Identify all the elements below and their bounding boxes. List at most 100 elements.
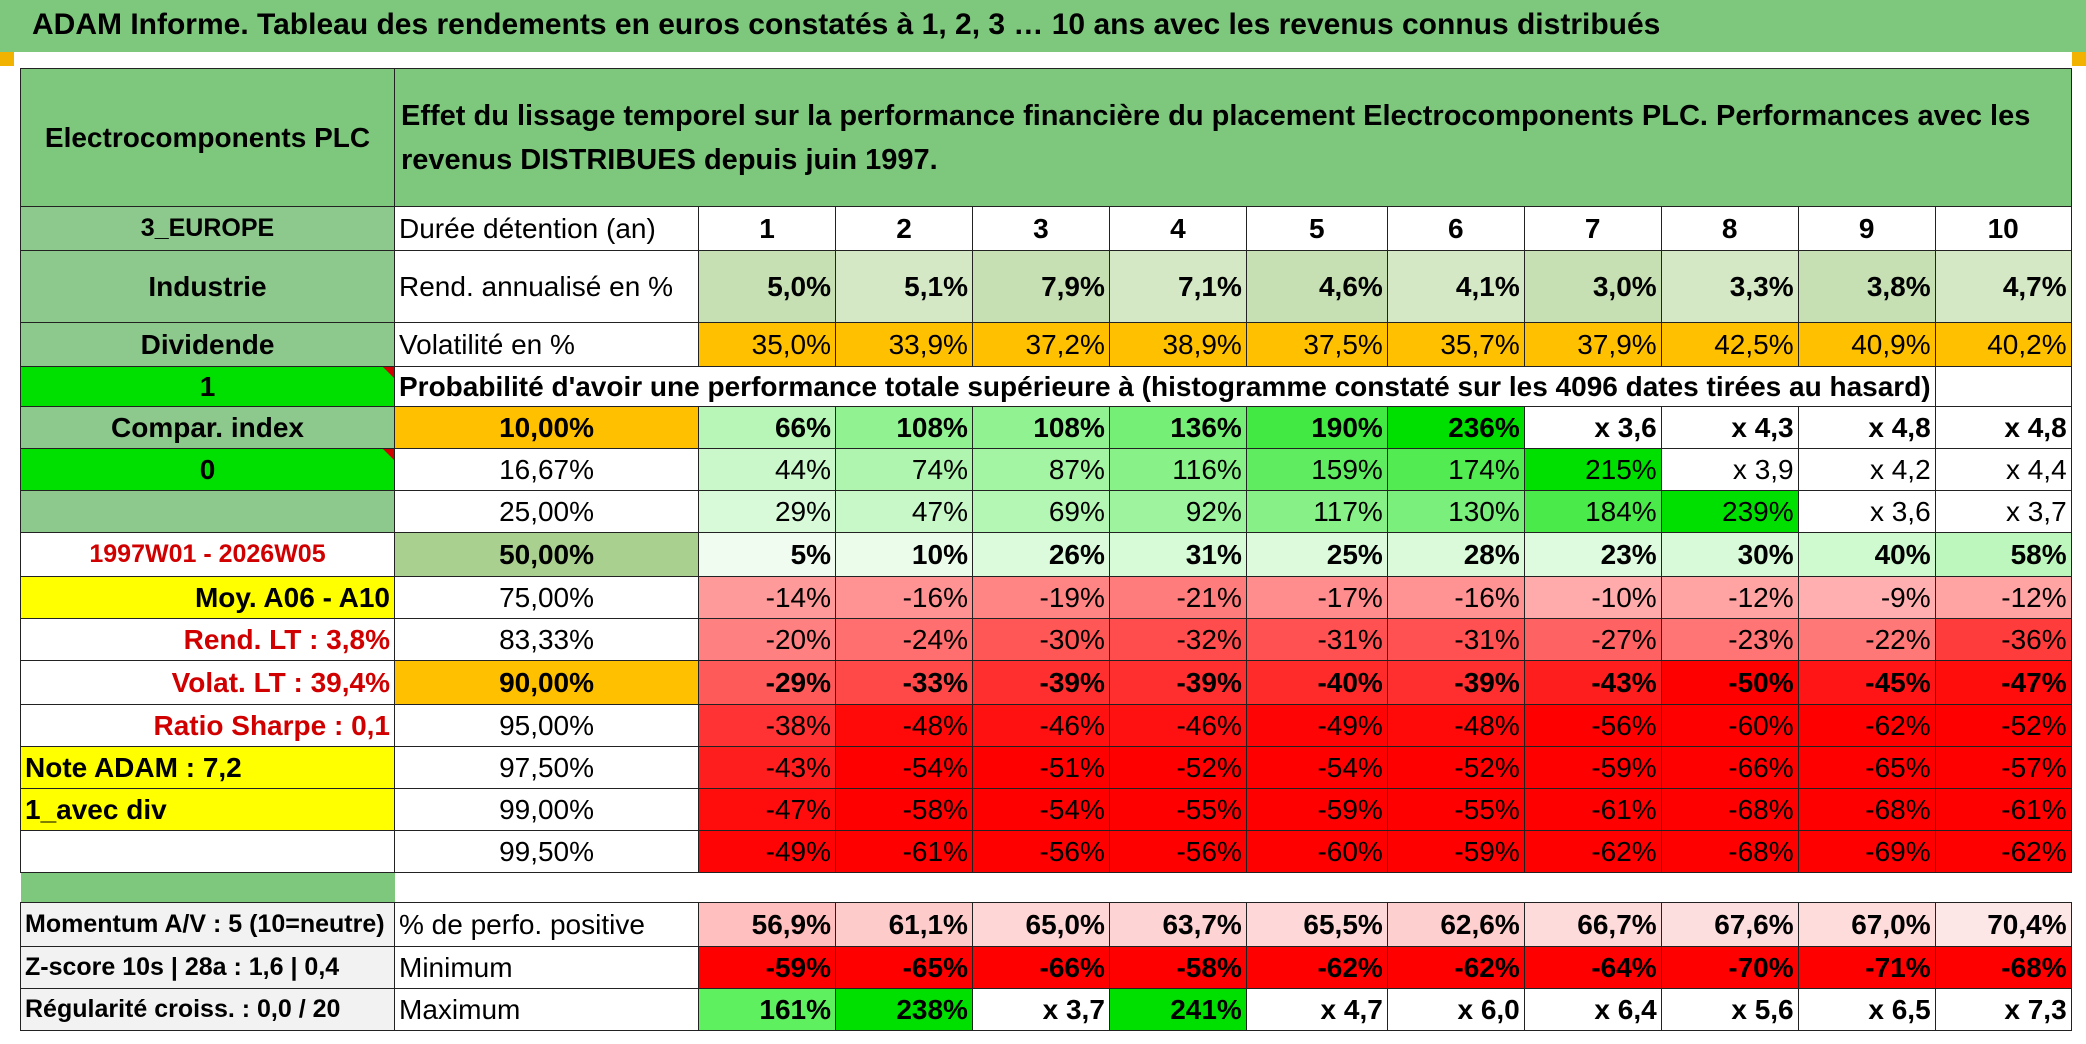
rend-value: 4,7% <box>1934 250 2072 323</box>
prob-value: -10% <box>1523 576 1662 619</box>
prob-value: -47% <box>1934 660 2072 705</box>
prob-value: -54% <box>1245 746 1388 789</box>
prob-value: -59% <box>1523 746 1662 789</box>
vol-value: 35,0% <box>698 322 837 367</box>
prob-value: -59% <box>1245 788 1388 831</box>
rend-value: 7,9% <box>971 250 1110 323</box>
report-title: ADAM Informe. Tableau des rendements en … <box>32 8 1661 41</box>
pos-value: 65,0% <box>971 902 1110 947</box>
prob-value: -68% <box>1660 830 1799 873</box>
prob-value: 58% <box>1934 532 2072 577</box>
vol-value: 37,5% <box>1245 322 1388 367</box>
prob-value: -69% <box>1797 830 1936 873</box>
zscore-label: Z-score 10s | 28a : 1,6 | 0,4 <box>20 946 395 989</box>
prob-threshold: 10,00% <box>393 406 700 449</box>
prob-value: 92% <box>1108 490 1247 533</box>
rend-lt-label: Rend. LT : 3,8% <box>20 618 395 661</box>
prob-value: 236% <box>1386 406 1525 449</box>
prob-value: 136% <box>1108 406 1247 449</box>
prob-value: -54% <box>835 746 973 789</box>
prob-value: -29% <box>698 660 837 705</box>
max-label: Maximum <box>393 988 700 1031</box>
prob-value: 5% <box>698 532 837 577</box>
rend-value: 4,1% <box>1386 250 1525 323</box>
max-value: 238% <box>835 988 973 1031</box>
note-label: Note ADAM : 7,2 <box>20 746 395 789</box>
empty-side-cell <box>20 830 395 873</box>
min-row: Z-score 10s | 28a : 1,6 | 0,4 Minimum -59%… <box>20 946 2072 989</box>
prob-row: Volat. LT : 39,4% 90,00% -29% -33% -39% -39% -… <box>20 660 2072 705</box>
prob-value: -27% <box>1523 618 1662 661</box>
year-header: 7 <box>1523 206 1662 251</box>
prob-value: -45% <box>1797 660 1936 705</box>
prob-label: Probabilité d'avoir une performance tota… <box>394 366 1936 407</box>
gap-side <box>20 872 395 903</box>
momentum-label: Momentum A/V : 5 (10=neutre) <box>20 902 395 947</box>
year-header: 8 <box>1660 206 1799 251</box>
prob-value: -66% <box>1660 746 1799 789</box>
flag-zero: 0 <box>20 448 395 491</box>
prob-value: -55% <box>1108 788 1247 831</box>
prob-threshold: 25,00% <box>393 490 700 533</box>
prob-value: -31% <box>1386 618 1525 661</box>
prob-value: -32% <box>1108 618 1247 661</box>
prob-value: -55% <box>1386 788 1525 831</box>
prob-value: -52% <box>1386 746 1525 789</box>
max-value: x 6,5 <box>1797 988 1936 1031</box>
min-value: -68% <box>1934 946 2072 989</box>
max-row: Régularité croiss. : 0,0 / 20 Maximum 161%… <box>20 988 2072 1031</box>
corner-marker-tl <box>0 52 14 66</box>
prob-value: 44% <box>698 448 837 491</box>
prob-value: -39% <box>1108 660 1247 705</box>
prob-value: x 3,6 <box>1797 490 1936 533</box>
vol-value: 37,9% <box>1523 322 1662 367</box>
min-value: -58% <box>1108 946 1247 989</box>
header-description: Effet du lissage temporel sur la perform… <box>394 68 2072 207</box>
min-value: -66% <box>971 946 1110 989</box>
prob-value: x 4,8 <box>1797 406 1936 449</box>
prob-value: 87% <box>971 448 1110 491</box>
year-header: 2 <box>835 206 973 251</box>
prob-value: -60% <box>1660 704 1799 747</box>
prob-value: 66% <box>698 406 837 449</box>
year-header: 4 <box>1108 206 1247 251</box>
prob-value: -61% <box>835 830 973 873</box>
prob-value: 184% <box>1523 490 1662 533</box>
prob-value: -59% <box>1386 830 1525 873</box>
prob-value: -65% <box>1797 746 1936 789</box>
volat-lt-label: Volat. LT : 39,4% <box>20 660 395 705</box>
duree-label: Durée détention (an) <box>393 206 700 251</box>
corner-marker-tr <box>2072 52 2086 66</box>
prob-row: 0 16,67% 44% 74% 87% 116% 159% 174% 215% x 3,9 x 4… <box>20 448 2072 491</box>
prob-value: -23% <box>1660 618 1799 661</box>
pos-value: 67,6% <box>1660 902 1799 947</box>
vol-value: 40,2% <box>1934 322 2072 367</box>
company-name: Electrocomponents PLC <box>20 68 395 207</box>
rend-label: Rend. annualisé en % <box>393 250 700 323</box>
prob-value: -21% <box>1108 576 1247 619</box>
prob-value: 108% <box>835 406 973 449</box>
pos-value: 61,1% <box>835 902 973 947</box>
pos-value: 67,0% <box>1797 902 1936 947</box>
prob-value: 108% <box>971 406 1110 449</box>
max-value: 241% <box>1108 988 1247 1031</box>
prob-value: -48% <box>835 704 973 747</box>
prob-value: 69% <box>971 490 1110 533</box>
prob-value: -68% <box>1797 788 1936 831</box>
rend-value: 3,3% <box>1660 250 1799 323</box>
min-value: -70% <box>1660 946 1799 989</box>
prob-value: 239% <box>1660 490 1799 533</box>
regularite-label: Régularité croiss. : 0,0 / 20 <box>20 988 395 1031</box>
prob-value: -57% <box>1934 746 2072 789</box>
min-value: -71% <box>1797 946 1936 989</box>
prob-value: -52% <box>1934 704 2072 747</box>
prob-value: -14% <box>698 576 837 619</box>
pos-value: 56,9% <box>698 902 837 947</box>
year-header: 3 <box>971 206 1110 251</box>
vol-value: 42,5% <box>1660 322 1799 367</box>
prob-row: Compar. index 10,00% 66% 108% 108% 136% 190% 23… <box>20 406 2072 449</box>
prob-value: -62% <box>1797 704 1936 747</box>
prob-value: -68% <box>1660 788 1799 831</box>
vol-value: 35,7% <box>1386 322 1525 367</box>
prob-threshold: 50,00% <box>393 532 700 577</box>
